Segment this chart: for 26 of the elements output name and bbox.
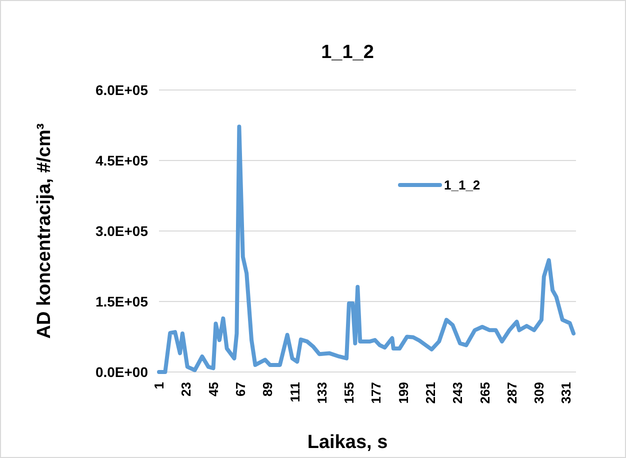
x-tick-label: 331 <box>558 382 574 404</box>
y-tick-label: 1.5E+05 <box>95 293 148 310</box>
x-tick-label: 287 <box>504 382 520 404</box>
x-tick-label: 67 <box>232 382 248 396</box>
x-tick-label: 23 <box>178 382 194 396</box>
x-tick-label: 177 <box>368 382 384 404</box>
x-tick-label: 155 <box>342 382 357 404</box>
y-tick-label: 0.0E+00 <box>95 364 148 380</box>
x-tick-label: 221 <box>422 382 438 404</box>
x-tick-label: 309 <box>532 382 547 404</box>
x-tick-label: 133 <box>314 382 330 404</box>
x-tick-label: 111 <box>287 382 302 402</box>
y-tick-label: 6.0E+05 <box>95 82 148 98</box>
x-tick-label: 1 <box>152 382 167 390</box>
x-tick-label: 89 <box>260 382 276 396</box>
x-axis-title: Laikas, s <box>307 432 388 453</box>
y-tick-label: 3.0E+05 <box>95 222 148 239</box>
x-tick-label: 243 <box>450 382 466 404</box>
line-series <box>157 124 576 374</box>
x-tick-label: 45 <box>206 382 221 396</box>
x-tick-label: 199 <box>396 382 411 404</box>
chart-title: 1_1_2 <box>321 42 374 63</box>
legend-label: 1_1_2 <box>444 178 480 193</box>
y-tick-label: 4.5E+05 <box>95 152 148 168</box>
x-tick-label: 265 <box>477 382 492 404</box>
y-axis-title: AD koncentracija, #/cm³ <box>34 123 55 339</box>
